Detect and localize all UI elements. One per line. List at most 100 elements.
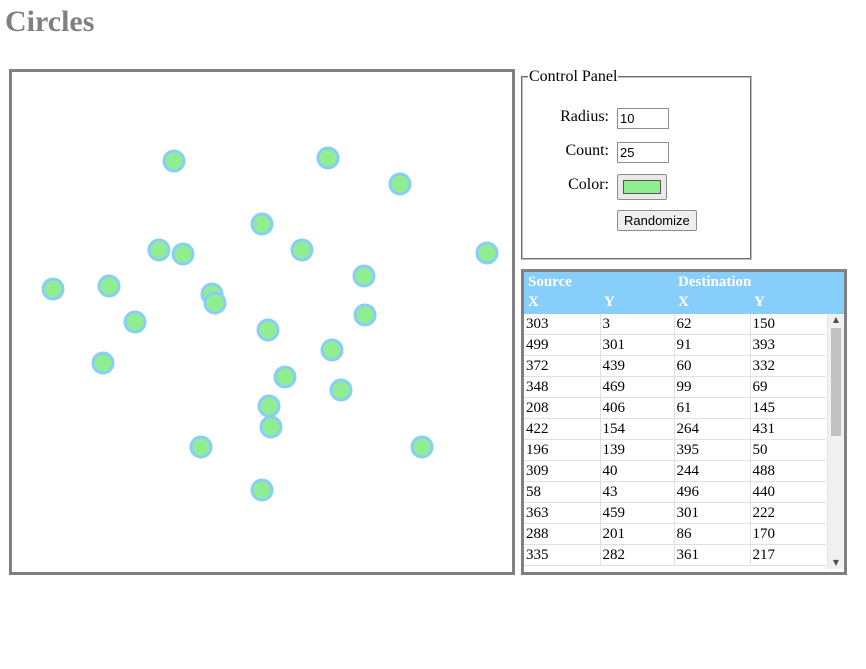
table-row: 288 201 86 170 [524,523,826,545]
table-cell: 217 [749,544,826,566]
circle[interactable] [259,415,283,439]
table-cell: 332 [749,355,826,377]
circle[interactable] [257,394,281,418]
circle[interactable] [97,274,121,298]
circle[interactable] [147,238,171,262]
table-row: 363 459 301 222 [524,502,826,524]
table-cell: 3 [599,314,674,335]
circle[interactable] [189,435,213,459]
table-cell: 150 [749,314,826,335]
color-swatch [623,180,661,194]
table-cell: 361 [673,544,750,566]
table-body: 303 3 62 150 499 301 91 393 372 439 60 332 348 469 99 6… [524,314,826,569]
table-row: 372 439 60 332 [524,355,826,377]
page-title: Circles [5,5,95,38]
table-cell: 86 [673,523,750,545]
table-cell: 91 [673,334,750,356]
table-cell: 440 [749,481,826,503]
circle[interactable] [290,238,314,262]
table-cell: 301 [599,334,674,356]
circle[interactable] [171,242,195,266]
table-cell: 469 [599,376,674,398]
table-cell: 335 [524,544,600,566]
circle[interactable] [250,478,274,502]
table-cell: 282 [599,544,674,566]
count-label: Count: [565,142,609,159]
coordinates-table: Source Destination X Y X Y 303 3 62 150 499 3… [521,269,847,575]
circle[interactable] [316,146,340,170]
table-cell: 372 [524,355,600,377]
circle[interactable] [123,310,147,334]
circle[interactable] [203,291,227,315]
table-row: 58 43 496 440 [524,481,826,503]
table-cell: 69 [749,376,826,398]
table-cell: 439 [599,355,674,377]
table-cell: 395 [673,439,750,461]
table-cell: 222 [749,502,826,524]
table-cell: 170 [749,523,826,545]
circles-svg[interactable] [12,72,512,572]
destination-header: Destination [678,274,752,290]
table-cell: 244 [673,460,750,482]
circle[interactable] [320,338,344,362]
circle[interactable] [91,351,115,375]
table-header: Source Destination X Y X Y [524,272,844,314]
circle[interactable] [256,318,280,342]
table-cell: 499 [524,334,600,356]
table-cell: 264 [673,418,750,440]
source-header: Source [528,274,572,290]
destination-x-header: X [678,294,689,310]
table-row: 208 406 61 145 [524,397,826,419]
triangle-up-icon[interactable]: ▲ [832,315,840,324]
table-cell: 60 [673,355,750,377]
table-cell: 496 [673,481,750,503]
count-input[interactable] [617,142,669,163]
table-cell: 348 [524,376,600,398]
circle[interactable] [273,365,297,389]
table-scrollbar[interactable]: ▲ ▼ [827,314,844,569]
table-cell: 422 [524,418,600,440]
table-cell: 40 [599,460,674,482]
count-row: Count: [523,140,753,164]
circle[interactable] [410,435,434,459]
table-cell: 488 [749,460,826,482]
source-x-header: X [528,294,539,310]
table-row: 422 154 264 431 [524,418,826,440]
radius-label: Radius: [560,108,609,125]
circles-canvas[interactable] [9,69,515,575]
table-row: 196 139 395 50 [524,439,826,461]
scrollbar-thumb[interactable] [831,328,841,436]
table-cell: 301 [673,502,750,524]
circle[interactable] [388,172,412,196]
circle[interactable] [41,277,65,301]
table-cell: 99 [673,376,750,398]
color-picker[interactable] [617,174,667,200]
table-cell: 309 [524,460,600,482]
table-cell: 208 [524,397,600,419]
table-cell: 139 [599,439,674,461]
circle[interactable] [352,264,376,288]
randomize-button[interactable]: Randomize [617,210,697,231]
table-row: 303 3 62 150 [524,314,826,335]
source-y-header: Y [604,294,615,310]
table-cell: 201 [599,523,674,545]
table-cell: 459 [599,502,674,524]
table-cell: 58 [524,481,600,503]
table-row: 335 282 361 217 [524,544,826,566]
control-panel: Control Panel Radius: Count: Color: Rand… [521,68,752,260]
table-cell: 61 [673,397,750,419]
table-cell: 43 [599,481,674,503]
circle[interactable] [475,241,499,265]
triangle-down-icon[interactable]: ▼ [832,558,840,567]
table-cell: 154 [599,418,674,440]
table-cell: 50 [749,439,826,461]
control-panel-legend: Control Panel [529,68,618,85]
circle[interactable] [250,212,274,236]
circle[interactable] [162,149,186,173]
circle[interactable] [353,303,377,327]
table-cell: 288 [524,523,600,545]
radius-row: Radius: [523,106,753,130]
circle[interactable] [329,378,353,402]
table-cell: 431 [749,418,826,440]
radius-input[interactable] [617,108,669,129]
